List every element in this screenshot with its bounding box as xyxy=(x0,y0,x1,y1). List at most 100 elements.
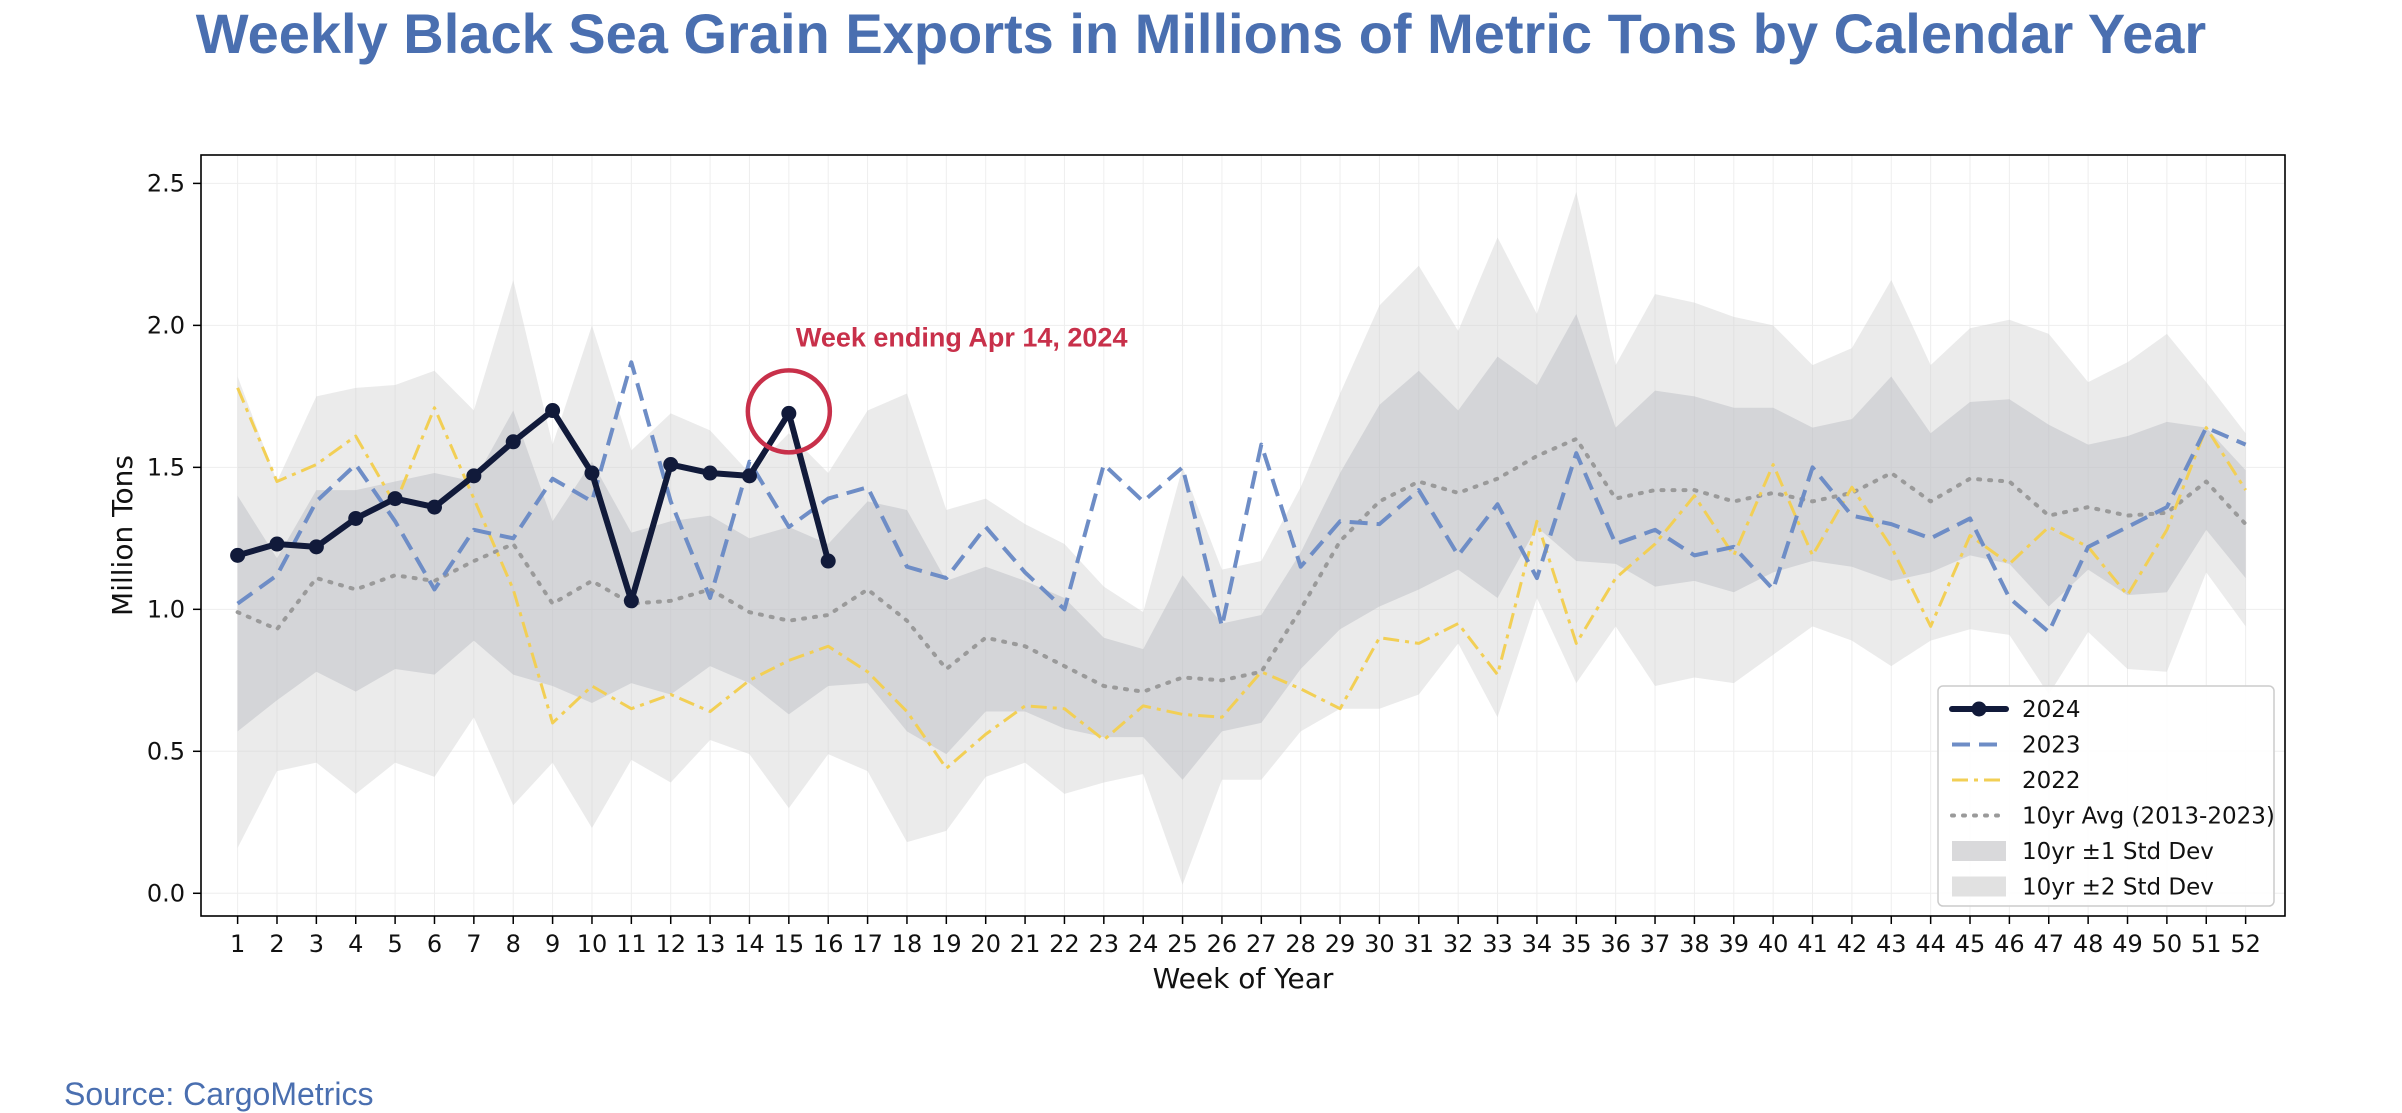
x-tick-label: 12 xyxy=(655,930,686,958)
data-point-2024 xyxy=(702,465,718,481)
legend: 2024 2023 2022 10yr Avg (2013-2023) 10yr ±1 … xyxy=(1937,685,2275,907)
x-tick-label: 14 xyxy=(734,930,765,958)
series-line-10yr-avg-2013-2023- xyxy=(235,436,2248,694)
x-tick-label: 20 xyxy=(970,930,1001,958)
series-line-2022 xyxy=(236,387,2247,770)
data-point-2024 xyxy=(308,539,324,555)
data-point-2024 xyxy=(781,405,797,421)
series-line-2023 xyxy=(236,360,2247,635)
x-tick-label: 10 xyxy=(577,930,608,958)
x-tick-label: 29 xyxy=(1325,930,1356,958)
x-tick-label: 47 xyxy=(2033,930,2064,958)
data-point-2024 xyxy=(584,465,600,481)
x-tick-label: 52 xyxy=(2230,930,2261,958)
x-tick-label: 7 xyxy=(466,930,481,958)
data-point-2024 xyxy=(269,536,285,552)
annotation-circle xyxy=(745,368,833,455)
y-tick-label: 0.5 xyxy=(147,737,185,765)
x-tick-label: 18 xyxy=(892,930,923,958)
x-tick-label: 27 xyxy=(1246,930,1277,958)
x-tick-label: 2 xyxy=(269,930,284,958)
x-tick-label: 44 xyxy=(1915,930,1946,958)
x-tick-label: 17 xyxy=(852,930,883,958)
data-point-2024 xyxy=(387,491,403,507)
legend-label: 2024 xyxy=(2022,697,2081,723)
x-tick-label: 6 xyxy=(427,930,442,958)
data-point-2024 xyxy=(230,547,246,563)
x-tick-label: 13 xyxy=(695,930,726,958)
grid-lines xyxy=(201,155,2285,916)
x-tick-label: 35 xyxy=(1561,930,1592,958)
y-axis-label: Million Tons xyxy=(106,455,139,616)
x-tick-label: 37 xyxy=(1640,930,1671,958)
legend-box xyxy=(1937,685,2275,907)
x-tick-label: 32 xyxy=(1443,930,1474,958)
x-tick-label: 33 xyxy=(1482,930,1513,958)
y-tick-label: 1.0 xyxy=(147,595,185,623)
data-point-2024 xyxy=(663,457,679,473)
x-axis-label: Week of Year xyxy=(1153,962,1334,995)
legend-label: 2022 xyxy=(2022,768,2081,794)
x-tick-label: 38 xyxy=(1679,930,1710,958)
data-point-2024 xyxy=(505,434,521,450)
data-point-2024 xyxy=(426,499,442,515)
source-note: Source: CargoMetrics xyxy=(64,1076,374,1112)
x-tick-label: 11 xyxy=(616,930,647,958)
x-tick-label: 39 xyxy=(1719,930,1750,958)
x-tick-label: 49 xyxy=(2112,930,2143,958)
x-tick-label: 8 xyxy=(506,930,521,958)
x-tick-label: 45 xyxy=(1955,930,1986,958)
y-tick-label: 0.0 xyxy=(147,879,185,907)
y-tick-label: 1.5 xyxy=(147,453,185,481)
x-tick-label: 24 xyxy=(1128,930,1159,958)
annotation-label: Week ending Apr 14, 2024 xyxy=(796,322,1128,352)
data-point-2024 xyxy=(466,468,482,484)
x-tick-label: 9 xyxy=(545,930,560,958)
data-point-2024 xyxy=(545,403,561,419)
x-tick-label: 41 xyxy=(1797,930,1828,958)
x-tick-label: 31 xyxy=(1404,930,1435,958)
legend-label: 2023 xyxy=(2022,733,2081,759)
chart-title: Weekly Black Sea Grain Exports in Millio… xyxy=(195,2,2207,65)
data-point-2024 xyxy=(623,593,639,609)
x-tick-label: 34 xyxy=(1522,930,1553,958)
x-tick-label: 40 xyxy=(1758,930,1789,958)
x-tick-label: 46 xyxy=(1994,930,2025,958)
x-tick-label: 22 xyxy=(1049,930,1080,958)
x-tick-label: 51 xyxy=(2191,930,2222,958)
x-tick-label: 42 xyxy=(1837,930,1868,958)
legend-label: 10yr ±1 Std Dev xyxy=(2022,839,2214,865)
x-tick-label: 50 xyxy=(2152,930,2183,958)
y-tick-label: 2.5 xyxy=(147,169,185,197)
plot-frame xyxy=(200,154,2286,917)
y-tick-label: 2.0 xyxy=(147,311,185,339)
data-point-2024 xyxy=(820,553,836,569)
legend-label: 10yr Avg (2013-2023) xyxy=(2022,804,2275,830)
x-tick-label: 43 xyxy=(1876,930,1907,958)
legend-swatch xyxy=(1952,841,2006,861)
x-tick-label: 5 xyxy=(387,930,402,958)
x-tick-label: 4 xyxy=(348,930,363,958)
x-tick-label: 16 xyxy=(813,930,844,958)
data-point-2024 xyxy=(348,510,364,526)
x-tick-label: 36 xyxy=(1600,930,1631,958)
x-tick-label: 1 xyxy=(230,930,245,958)
x-tick-label: 30 xyxy=(1364,930,1395,958)
x-tick-label: 28 xyxy=(1285,930,1316,958)
x-tick-label: 26 xyxy=(1207,930,1238,958)
band-1std xyxy=(237,314,2246,780)
legend-swatch xyxy=(1952,876,2006,897)
band-2std xyxy=(237,191,2246,885)
data-point-2024 xyxy=(741,468,757,484)
legend-label: 10yr ±2 Std Dev xyxy=(2022,875,2214,901)
legend-marker xyxy=(1971,701,1987,717)
x-tick-label: 21 xyxy=(1010,930,1041,958)
x-tick-label: 48 xyxy=(2073,930,2104,958)
x-tick-label: 23 xyxy=(1089,930,1120,958)
x-tick-label: 15 xyxy=(774,930,805,958)
series-line-2024 xyxy=(234,407,832,604)
x-tick-label: 3 xyxy=(309,930,324,958)
x-tick-label: 25 xyxy=(1167,930,1198,958)
x-tick-label: 19 xyxy=(931,930,962,958)
